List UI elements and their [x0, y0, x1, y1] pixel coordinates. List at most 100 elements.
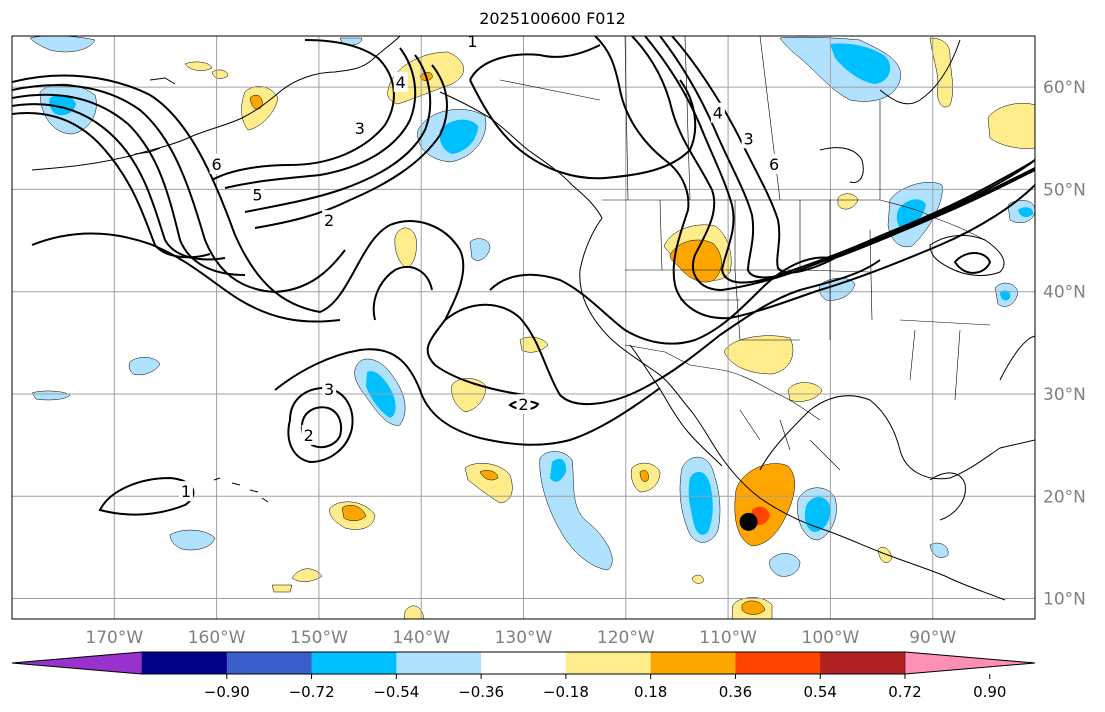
colorbar-tick-label: 0.72	[888, 683, 921, 701]
contour-label: 4	[713, 104, 723, 123]
contour-canada-high	[469, 79, 697, 180]
contour-label: 2	[304, 426, 314, 445]
colorbar-tick-label: 0.90	[973, 683, 1006, 701]
contour-label-bg	[516, 394, 531, 415]
latitude-label: 40°N	[1043, 283, 1086, 303]
contour-trough-d	[254, 64, 448, 229]
contour-label-bg	[322, 378, 337, 399]
hudson-coast	[819, 39, 961, 184]
colorbar-bin	[226, 652, 313, 674]
contour-label: 5	[252, 186, 262, 205]
contour-ne-trough-f	[671, 36, 1035, 274]
mexico-states	[739, 409, 841, 471]
contour-label-bg	[741, 128, 756, 149]
contour-label: 2	[518, 395, 528, 414]
contour-label: 3	[355, 119, 365, 138]
coastlines	[31, 36, 1035, 601]
contour-east-small	[953, 252, 992, 274]
contour-low-ring-a	[31, 232, 341, 323]
colorbar-bin	[650, 652, 736, 674]
colorbar-tick-label: −0.90	[204, 683, 250, 701]
latitude-tick-labels: 10°N 20°N 30°N 40°N 50°N 60°N	[1043, 78, 1086, 609]
contour-low-mid	[287, 386, 354, 464]
longitude-label: 110°W	[699, 628, 757, 648]
contour-label-bg	[352, 118, 367, 139]
longitude-label: 100°W	[802, 628, 860, 648]
contour-ne-trough-d	[644, 36, 1035, 284]
latitude-label: 50°N	[1043, 180, 1086, 200]
contour-label: 1	[181, 482, 191, 501]
contour-label: 6	[769, 155, 779, 174]
us-mexico-border	[624, 344, 821, 421]
longitude-tick-labels: 170°W 160°W 150°W 140°W 130°W 120°W 110°W 100°W…	[85, 628, 956, 648]
contour-trough-b	[224, 47, 417, 189]
colorbar-bin	[142, 652, 228, 674]
latitude-label: 60°N	[1043, 78, 1086, 98]
colorbar-tick-label: 0.54	[804, 683, 837, 701]
contour-label-bg	[178, 481, 193, 502]
contour-label-bg	[767, 153, 782, 174]
contour-label-bg	[250, 184, 265, 205]
colorbar-bin	[565, 652, 652, 674]
contour-label: 3	[324, 380, 334, 399]
colorbar: −0.90 −0.72 −0.54 −0.36 −0.18 0.18 0.36 0.54 0.7…	[11, 651, 1036, 701]
hawaii-islands	[213, 477, 269, 503]
yucatan-coast	[929, 472, 966, 521]
contour-label: 4	[396, 73, 406, 92]
longitude-label: 120°W	[597, 628, 655, 648]
colorbar-bin	[735, 652, 821, 674]
contour-ridge-1	[12, 74, 526, 396]
canada-west-coast	[439, 91, 1006, 601]
colorbar-tick-label: 0.36	[719, 683, 752, 701]
great-lakes	[929, 234, 1005, 276]
colorbar-tick-label: 0.18	[634, 683, 667, 701]
map-frame	[11, 35, 1036, 620]
colorbar-bin	[481, 652, 567, 674]
contour-central	[444, 259, 881, 406]
canada-provinces	[499, 36, 881, 201]
political-borders	[499, 36, 991, 471]
longitude-label: 130°W	[495, 628, 553, 648]
florida-coast	[999, 335, 1035, 381]
contour-ne-trough-c	[631, 36, 1035, 292]
contour-loop-pacific	[489, 256, 831, 345]
contour-ridge-2	[12, 84, 346, 294]
contour-label: 6	[212, 155, 222, 174]
colorbar-tick-label: −0.18	[543, 683, 589, 701]
longitude-label: 140°W	[392, 628, 450, 648]
contour-trough-a	[211, 39, 395, 181]
contour-ne-trough-b	[594, 36, 1035, 320]
contour-label-bg	[710, 102, 725, 123]
contour-trough-c	[244, 54, 432, 213]
map-title: 2025100600 F012	[479, 9, 626, 28]
colorbar-tick-label: −0.36	[458, 683, 504, 701]
contour-ridge-3	[12, 93, 246, 276]
contour-ne-trough-a	[469, 44, 601, 81]
colorbar-extend-max	[904, 651, 1036, 675]
shaded-negative-strong	[49, 43, 1034, 535]
longitude-label: 150°W	[290, 628, 348, 648]
colorbar-bin	[311, 652, 397, 674]
longitude-label: 160°W	[188, 628, 246, 648]
contour-label: 2	[324, 211, 334, 230]
contour-lines	[12, 36, 1035, 516]
baja-coast	[629, 344, 723, 467]
colorbar-bin	[396, 652, 482, 674]
contour-label: 1	[467, 32, 477, 51]
contour-label-bg	[322, 210, 337, 231]
latitude-label: 20°N	[1043, 487, 1086, 507]
longitude-label: 170°W	[85, 628, 143, 648]
longitude-label: 90°W	[909, 628, 956, 648]
colorbar-tick-label: −0.72	[289, 683, 335, 701]
colorbar-outline	[11, 651, 1036, 675]
colorbar-bin	[820, 652, 906, 674]
colorbar-tick-label: −0.54	[373, 683, 419, 701]
contour-low-outer	[274, 348, 661, 446]
location-marker	[739, 512, 758, 531]
contour-label-bg	[393, 72, 408, 93]
contour-label: 3	[743, 129, 753, 148]
latitude-label: 30°N	[1043, 385, 1086, 405]
